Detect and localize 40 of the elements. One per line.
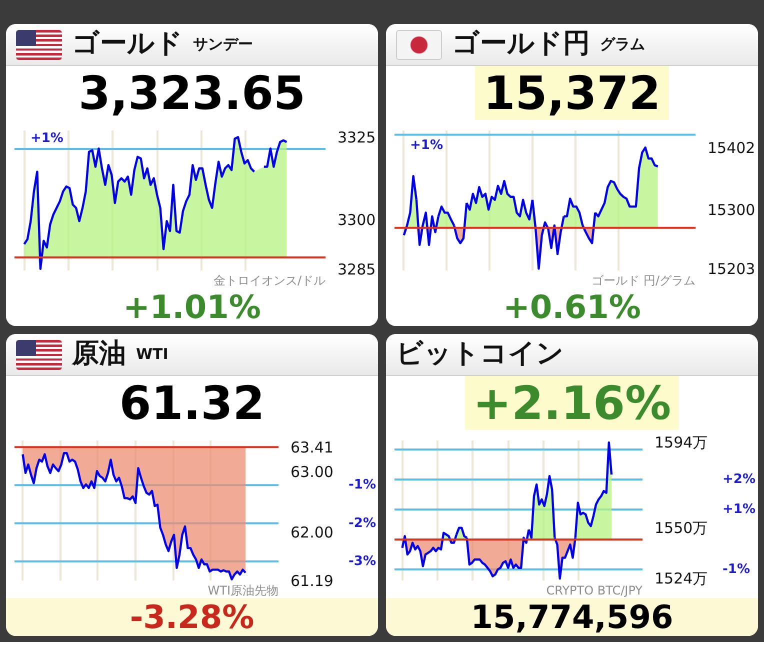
y-tick-label: 1594万 xyxy=(654,433,708,452)
text: CRYPTO BTC/JPY xyxy=(546,584,644,598)
annotation: +1% xyxy=(30,130,64,146)
text: -3.28% xyxy=(122,598,262,636)
chart-subtitle: グラム xyxy=(600,34,645,55)
y-tick-label: 63.41 xyxy=(290,438,334,457)
y2-tick-label: -1% xyxy=(348,478,376,493)
chart-title: ビットコイン xyxy=(396,337,564,372)
y-tick-label: 62.00 xyxy=(290,523,334,542)
y-tick-label: 3325 xyxy=(338,128,376,147)
y-tick-label: 61.19 xyxy=(290,572,334,590)
y-tick-label: 1524万 xyxy=(654,570,708,588)
chart-title: 原油 xyxy=(72,337,126,372)
text: WTI原油先物 xyxy=(208,584,278,598)
text: +1.01% xyxy=(6,288,378,326)
y2-tick-label: +1% xyxy=(722,502,756,517)
y-tick-label: 1550万 xyxy=(654,519,708,537)
chart-title: ゴールド xyxy=(72,27,183,62)
y2-tick-label: -1% xyxy=(722,562,750,577)
annotation: +1% xyxy=(410,138,444,153)
chart-subtitle: サンデー xyxy=(193,34,253,55)
text: 15,372 xyxy=(475,66,669,120)
y-tick-label: 15402 xyxy=(708,139,756,158)
chart-subtitle: WTI xyxy=(136,344,168,365)
text: ゴールド 円/グラム xyxy=(592,274,696,288)
y2-tick-label: -3% xyxy=(348,554,376,569)
y-tick-label: 15203 xyxy=(708,260,756,278)
y-tick-label: 3285 xyxy=(338,260,376,278)
chart-title: ゴールド円 xyxy=(452,27,590,62)
text: 3,323.65 xyxy=(6,66,378,120)
text: +2.16% xyxy=(464,376,680,430)
y-tick-label: 63.00 xyxy=(290,463,334,482)
y-tick-label: 15300 xyxy=(708,201,756,220)
y2-tick-label: +2% xyxy=(722,472,756,487)
y-tick-label: 3300 xyxy=(338,210,376,229)
text: +0.61% xyxy=(386,288,758,326)
text: 61.32 xyxy=(6,376,378,430)
y2-tick-label: -2% xyxy=(348,516,376,531)
text: 15,774,596 xyxy=(462,598,682,636)
text: 金トロイオンス/ドル xyxy=(213,274,326,288)
